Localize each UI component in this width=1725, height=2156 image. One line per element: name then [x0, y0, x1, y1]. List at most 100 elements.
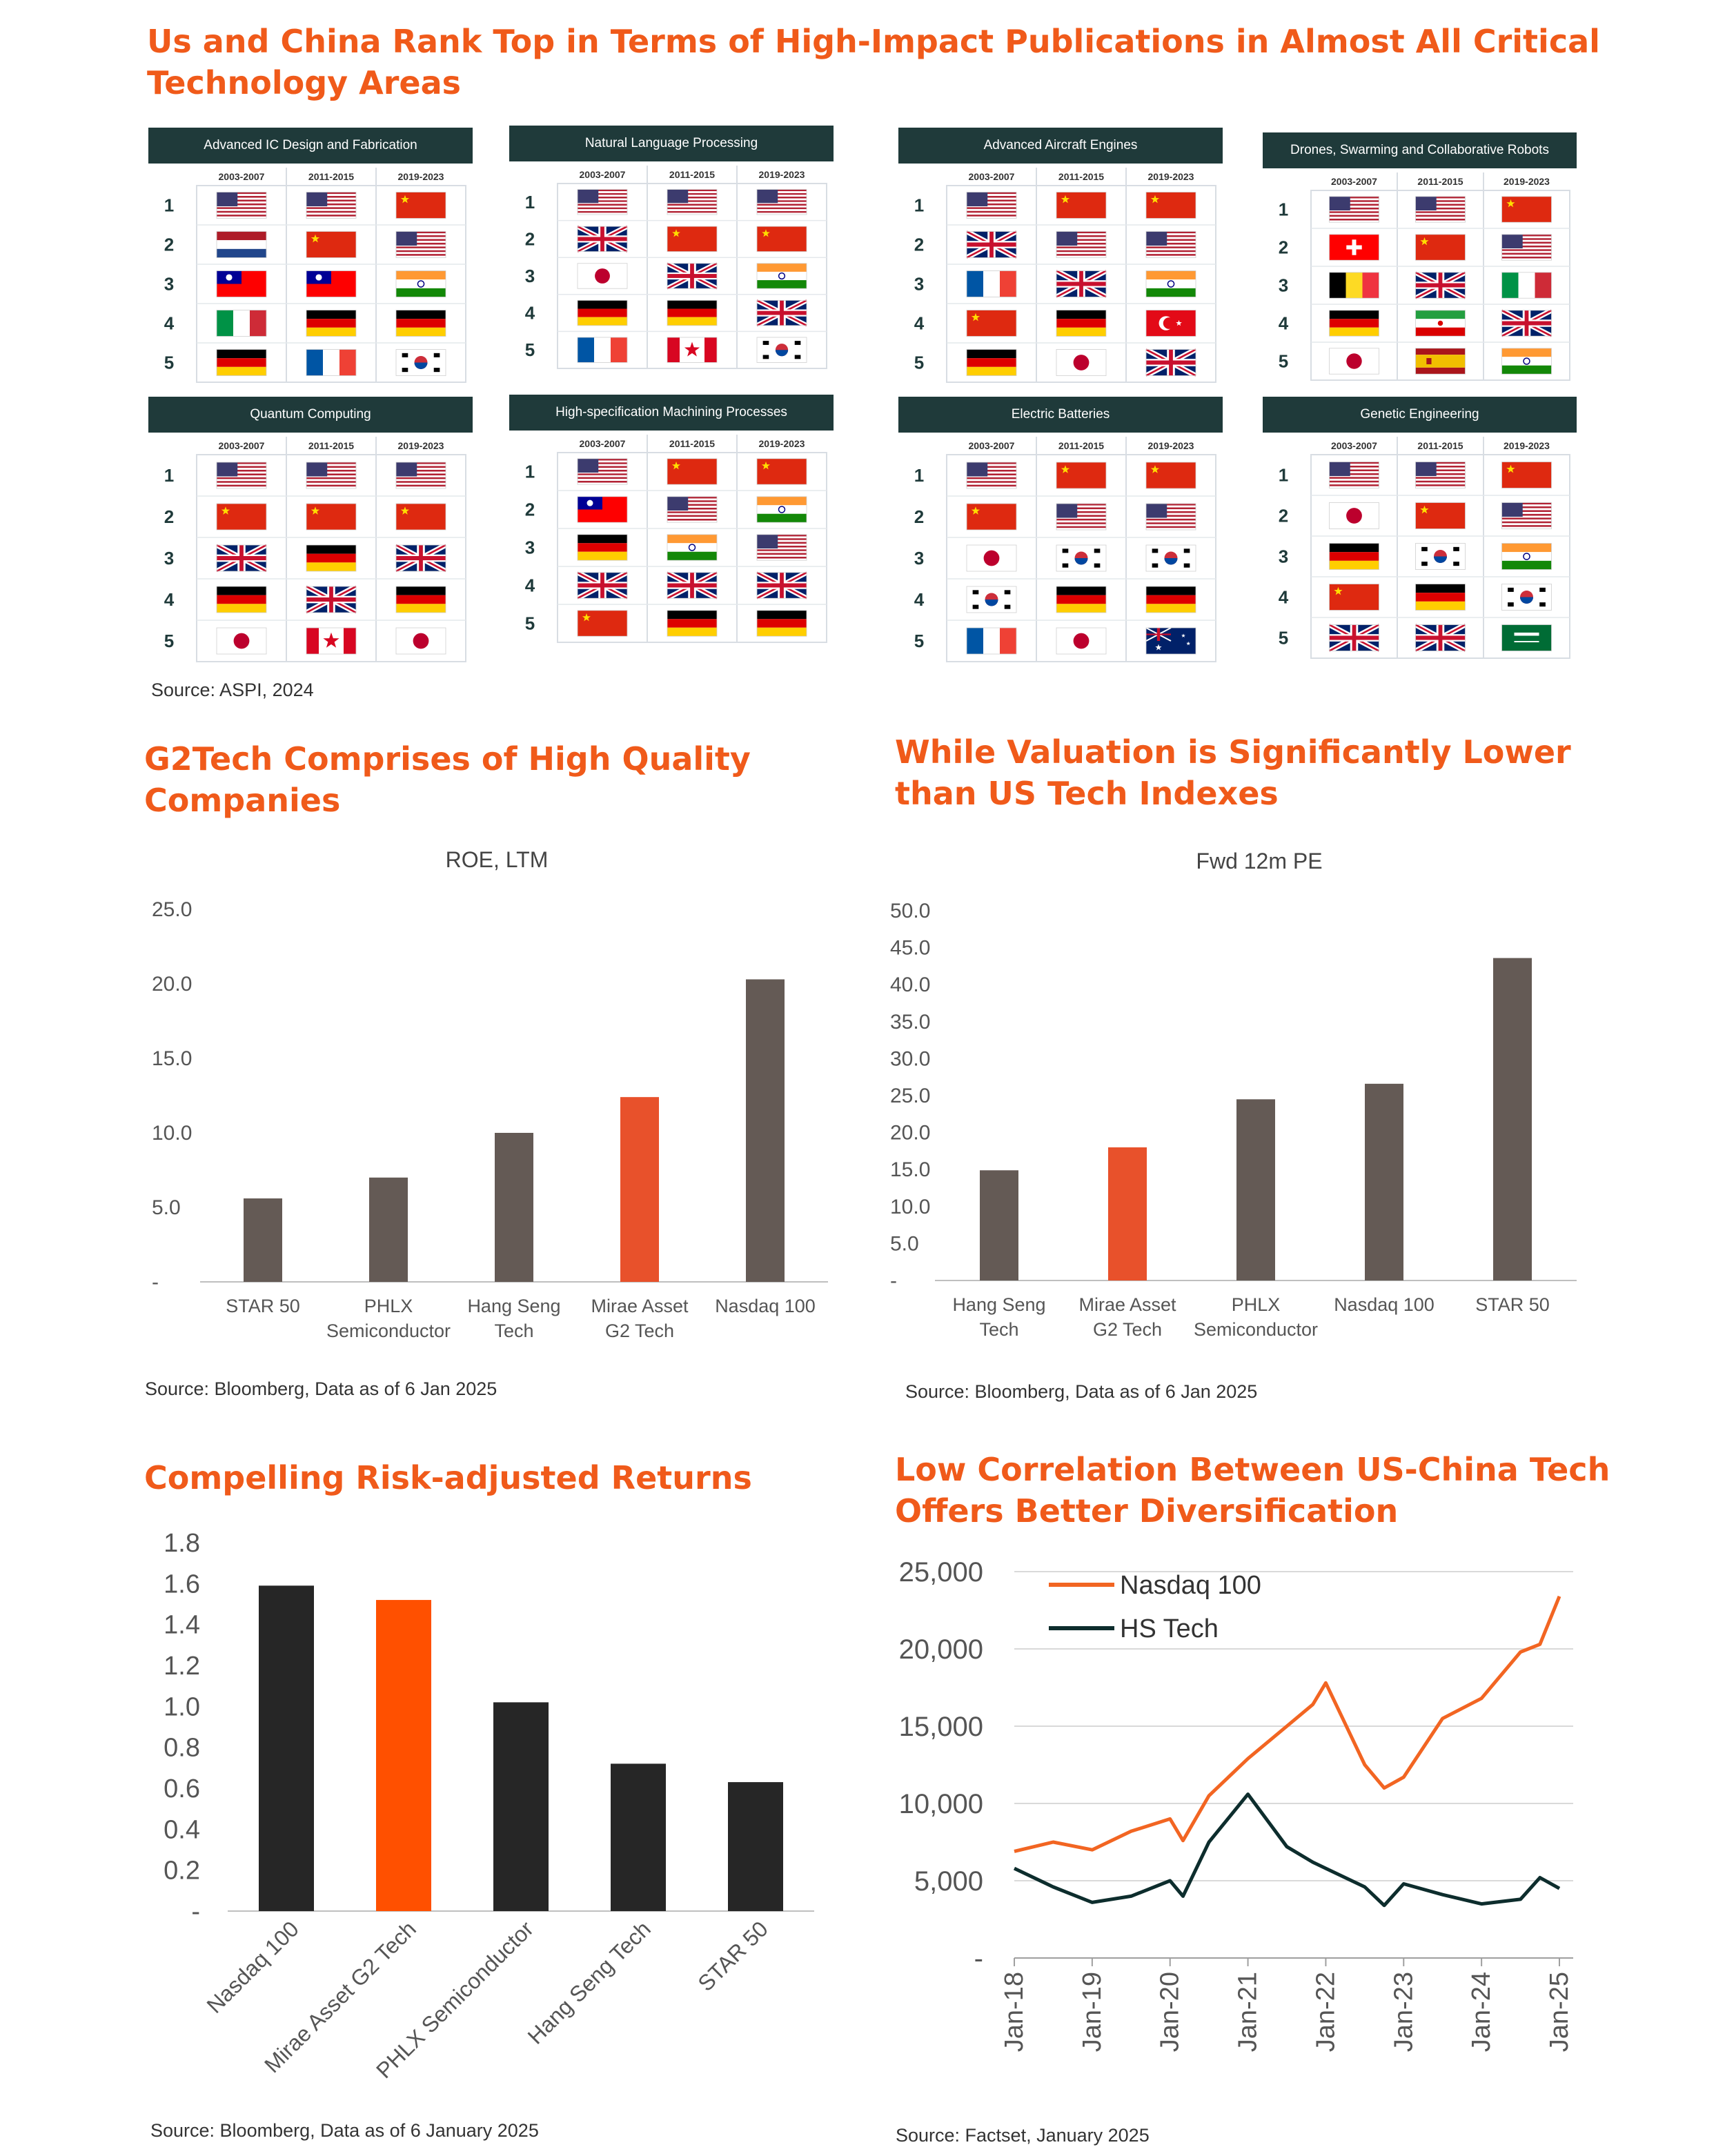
period-header: 2019-2023 — [1504, 440, 1550, 451]
y-tick-label: - — [191, 1897, 200, 1926]
period-header: 2011-2015 — [308, 171, 354, 182]
flag-jp-icon — [1329, 348, 1379, 375]
rank-number: 2 — [164, 235, 174, 255]
flag-fr-icon — [966, 627, 1017, 655]
flag-cn-icon — [306, 231, 357, 258]
bar — [244, 1198, 282, 1282]
period-header: 2011-2015 — [1058, 171, 1104, 182]
bar — [376, 1600, 431, 1911]
bar — [728, 1782, 783, 1911]
x-tick-label: Jan-23 — [1389, 1972, 1418, 2052]
pe-heading-line2: than US Tech Indexes — [895, 775, 1279, 812]
flag-us-icon — [1145, 503, 1196, 531]
risk-source: Source: Bloomberg, Data as of 6 January … — [150, 2120, 539, 2141]
y-tick-label: 0.4 — [164, 1815, 200, 1844]
flag-cn-icon — [667, 226, 718, 253]
flag-tw-icon — [577, 496, 628, 523]
flag-jp-icon — [1056, 349, 1107, 376]
flag-in-icon — [1145, 270, 1196, 297]
y-tick-label: - — [890, 1269, 897, 1292]
period-header: 2011-2015 — [669, 169, 715, 180]
ranking-panel-title: Quantum Computing — [148, 397, 473, 433]
flag-gb-icon — [756, 298, 808, 328]
roe-heading-line2: Companies — [144, 782, 341, 819]
series-line — [1013, 1792, 1561, 1908]
flag-de-icon — [1329, 310, 1379, 337]
x-category-label: Hang Seng — [952, 1294, 1045, 1315]
ranking-grid: 2003-2007 2011-2015 2019-2023 1 2 3 4 5 — [525, 435, 827, 643]
corr-heading: Low Correlation Between US-China Tech Of… — [895, 1449, 1688, 1532]
flag-us-icon — [1056, 503, 1107, 531]
flag-in-icon — [1501, 348, 1552, 375]
roe-chart: - 5.0 10.0 15.0 20.0 25.0 STAR 50 PHLX Semicondu… — [152, 898, 828, 1341]
flag-cn-icon — [1056, 462, 1107, 489]
ranking-panel: Natural Language Processing 2003-2007 2011… — [509, 126, 834, 373]
y-tick-label: 0.6 — [164, 1774, 200, 1803]
roe-heading-line1: G2Tech Comprises of High Quality — [144, 740, 751, 778]
flag-de-icon — [966, 349, 1017, 376]
bar — [980, 1170, 1018, 1280]
flag-cn-icon — [966, 503, 1017, 531]
flag-de-icon — [1145, 586, 1196, 613]
flag-ch-icon — [1329, 234, 1379, 261]
flag-us-icon — [395, 231, 446, 258]
rank-number: 1 — [1279, 199, 1288, 220]
flag-gb-icon — [576, 570, 629, 601]
ranking-panel: Advanced Aircraft Engines 2003-2007 2011-2… — [898, 128, 1223, 386]
y-tick-label: 45.0 — [890, 937, 930, 960]
flag-fr-icon — [966, 270, 1017, 297]
rank-number: 2 — [525, 500, 535, 520]
flag-de-icon — [395, 586, 446, 613]
period-header: 2003-2007 — [580, 438, 626, 449]
ranking-panel: Electric Batteries 2003-2007 2011-2015 2019… — [898, 397, 1223, 666]
flag-in-icon — [756, 263, 807, 289]
y-tick-label: 25,000 — [899, 1557, 983, 1588]
x-category-label: STAR 50 — [226, 1296, 300, 1316]
period-header: 2011-2015 — [1417, 440, 1463, 451]
x-category-label: Mirae Asset — [1078, 1294, 1176, 1315]
y-tick-label: 1.8 — [164, 1529, 200, 1558]
flag-cn-icon — [966, 310, 1017, 337]
y-tick-label: 10.0 — [890, 1196, 930, 1218]
flag-gb-icon — [1145, 347, 1197, 378]
flag-cn-icon — [216, 503, 267, 531]
rank-number: 5 — [525, 339, 535, 360]
flag-cn-icon — [667, 458, 718, 485]
flag-cn-icon — [1501, 462, 1552, 488]
x-category-label: G2 Tech — [605, 1321, 674, 1341]
x-tick-label: Jan-21 — [1234, 1972, 1263, 2052]
x-category-label: STAR 50 — [1475, 1294, 1550, 1315]
x-category-label: Hang Seng — [467, 1296, 560, 1316]
y-tick-label: 1.0 — [164, 1692, 200, 1721]
rank-number: 4 — [164, 313, 175, 334]
flag-us-icon — [1415, 196, 1466, 223]
flag-in-icon — [756, 496, 807, 523]
flag-us-icon — [1329, 196, 1379, 223]
flag-kr-icon — [395, 349, 446, 376]
flag-be-icon — [1329, 272, 1379, 299]
ranking-panel-title: Natural Language Processing — [509, 126, 834, 161]
flag-gb-icon — [1055, 268, 1107, 299]
rank-number: 4 — [914, 589, 925, 610]
flag-tr-icon — [1145, 310, 1196, 337]
legend-label: Nasdaq 100 — [1120, 1571, 1261, 1600]
flag-de-icon — [1056, 586, 1107, 613]
x-tick-label: Jan-20 — [1156, 1972, 1185, 2052]
bar — [1108, 1147, 1147, 1280]
pe-source: Source: Bloomberg, Data as of 6 Jan 2025 — [905, 1381, 1258, 1402]
rank-number: 3 — [525, 537, 535, 558]
flag-us-icon — [756, 534, 807, 561]
flag-kr-icon — [1415, 543, 1466, 570]
flag-jp-icon — [966, 544, 1017, 572]
flag-cn-icon — [395, 503, 446, 531]
flag-tw-icon — [306, 270, 357, 297]
rank-number: 5 — [914, 353, 924, 373]
ranking-panel: Quantum Computing 2003-2007 2011-2015 2019-… — [148, 397, 473, 666]
risk-heading: Compelling Risk-adjusted Returns — [144, 1459, 752, 1496]
flag-cn-icon — [306, 503, 357, 531]
period-header: 2011-2015 — [308, 440, 354, 451]
flag-jp-icon — [1329, 502, 1379, 529]
flag-cn-icon — [756, 458, 807, 485]
y-tick-label: 0.2 — [164, 1857, 200, 1886]
period-header: 2003-2007 — [1331, 176, 1377, 187]
